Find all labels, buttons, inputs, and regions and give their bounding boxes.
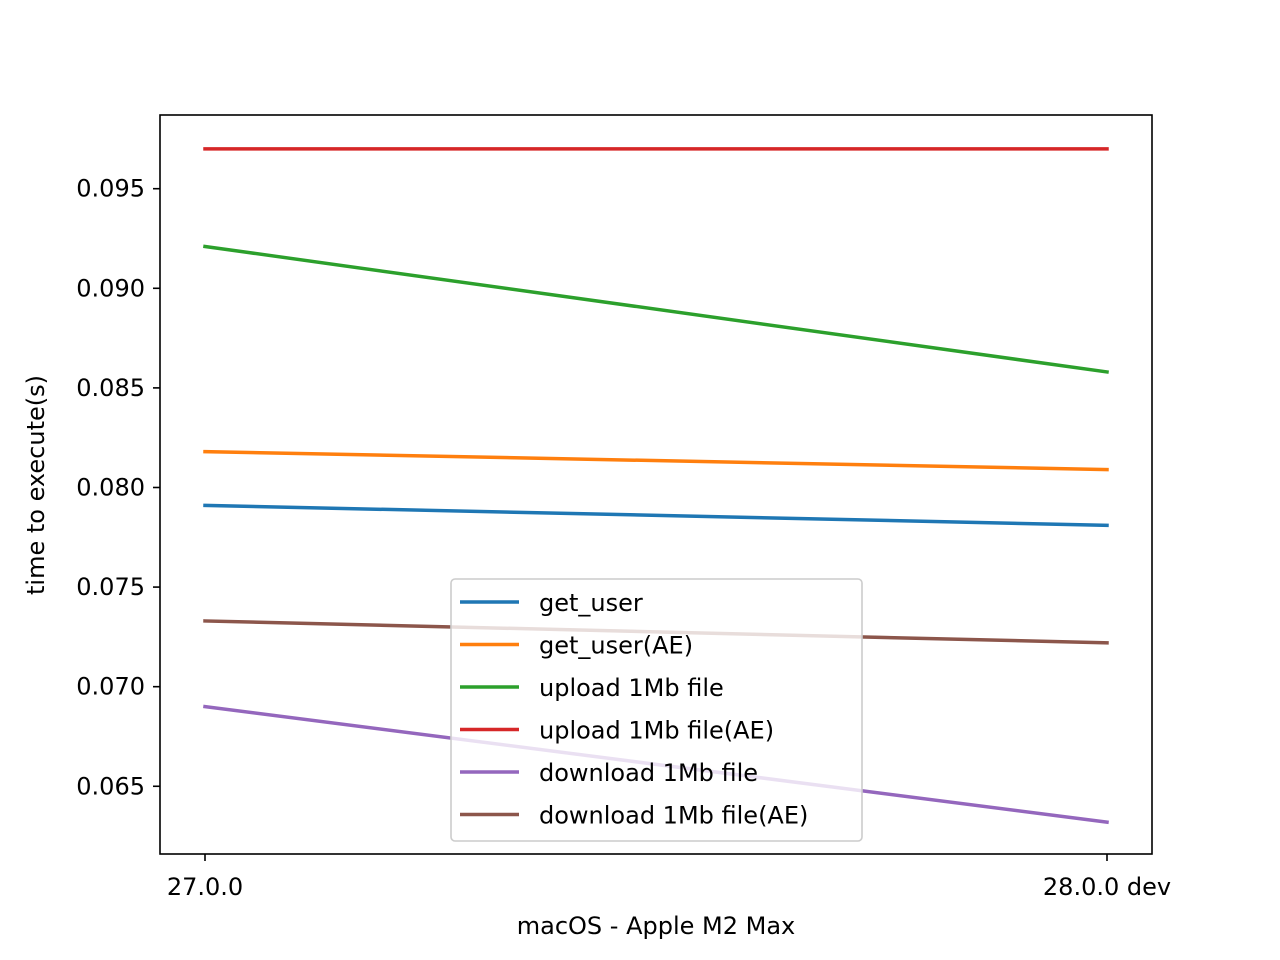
- y-tick-label: 0.075: [76, 573, 145, 601]
- legend: get_user get_user(AE)upload 1Mb file uploa…: [450, 578, 863, 842]
- y-axis: 0.065 0.070 0.075 0.080 0.085 0.090 0.095: [76, 175, 160, 800]
- y-tick-label: 0.070: [76, 673, 145, 701]
- x-tick-label: 28.0.0 dev: [1043, 873, 1171, 901]
- series-line-0: [203, 503, 1109, 528]
- y-tick-label: 0.080: [76, 473, 145, 501]
- legend-label: download 1Mb file(AE): [539, 802, 808, 830]
- y-tick-label: 0.065: [76, 772, 145, 800]
- x-axis: 27.0.0 28.0.0 dev: [167, 854, 1171, 901]
- legend-box: [450, 578, 863, 842]
- series-line-1: [203, 449, 1109, 472]
- legend-label: upload 1Mb file: [539, 674, 724, 702]
- x-axis-label: macOS - Apple M2 Max: [517, 912, 796, 940]
- legend-label: get_user(AE): [539, 632, 693, 660]
- y-tick-label: 0.090: [76, 274, 145, 302]
- y-tick-label: 0.095: [76, 175, 145, 203]
- legend-label: get_user: [539, 589, 643, 617]
- x-tick-label: 27.0.0: [167, 873, 243, 901]
- axes-frame: [159, 114, 1153, 855]
- series-line-2: [203, 244, 1109, 374]
- y-axis-label: time to execute(s): [22, 375, 50, 595]
- legend-label: download 1Mb file: [539, 759, 758, 787]
- legend-label: upload 1Mb file(AE): [539, 717, 774, 745]
- y-tick-label: 0.085: [76, 374, 145, 402]
